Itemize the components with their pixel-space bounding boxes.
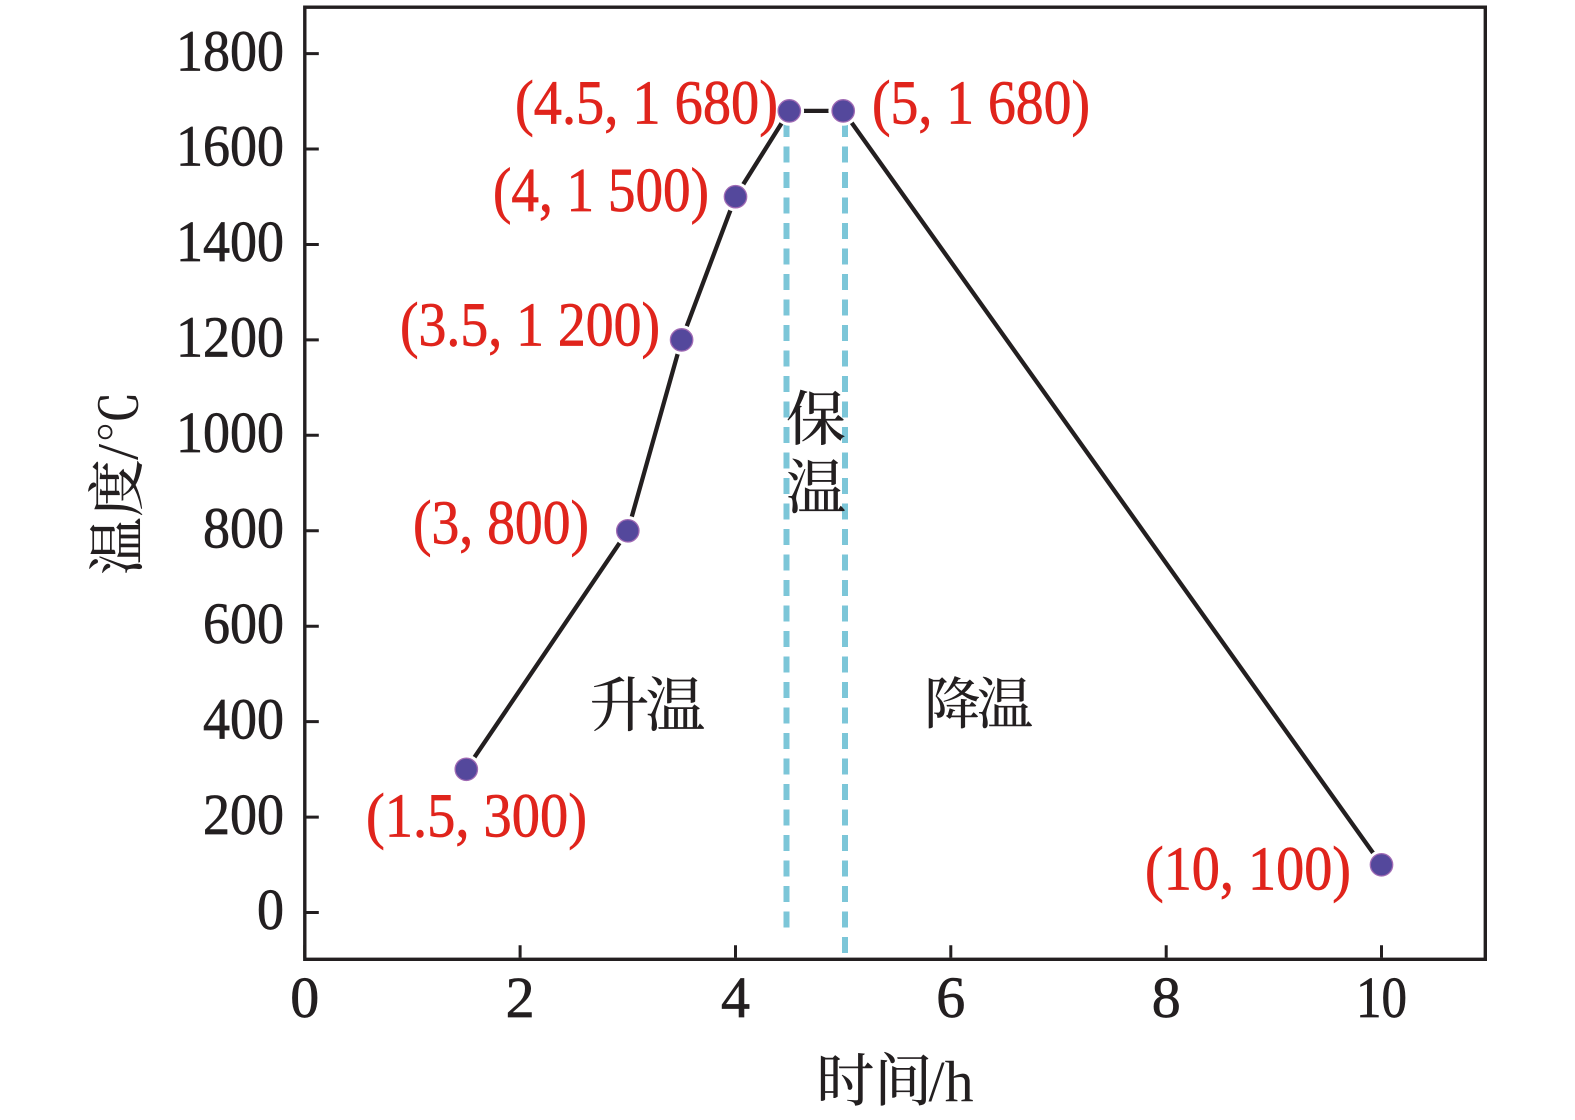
svg-text:2: 2 bbox=[506, 965, 535, 1030]
svg-text:(5, 1 680): (5, 1 680) bbox=[872, 70, 1090, 138]
svg-text:800: 800 bbox=[203, 496, 284, 561]
svg-text:400: 400 bbox=[203, 686, 284, 751]
svg-text:(10, 100): (10, 100) bbox=[1145, 835, 1351, 903]
svg-text:1600: 1600 bbox=[176, 114, 284, 179]
svg-text:1000: 1000 bbox=[176, 400, 284, 465]
svg-text:(4, 1 500): (4, 1 500) bbox=[493, 157, 709, 225]
svg-text:200: 200 bbox=[203, 782, 284, 847]
svg-text:6: 6 bbox=[936, 965, 965, 1030]
svg-text:1800: 1800 bbox=[176, 18, 284, 83]
svg-text:0: 0 bbox=[257, 877, 284, 942]
svg-text:4: 4 bbox=[721, 965, 750, 1030]
svg-text:1200: 1200 bbox=[176, 305, 284, 370]
svg-text:10: 10 bbox=[1356, 965, 1407, 1030]
svg-text:(3, 800): (3, 800) bbox=[413, 490, 589, 558]
svg-text:0: 0 bbox=[290, 965, 319, 1030]
svg-text:/h: /h bbox=[929, 1049, 974, 1114]
svg-text:/: / bbox=[86, 443, 151, 460]
svg-text:1400: 1400 bbox=[176, 209, 284, 274]
svg-text:8: 8 bbox=[1152, 965, 1181, 1030]
svg-text:600: 600 bbox=[203, 591, 284, 656]
svg-text:(1.5, 300): (1.5, 300) bbox=[366, 783, 587, 851]
svg-text:(4.5, 1 680): (4.5, 1 680) bbox=[515, 70, 778, 138]
svg-text:(3.5, 1 200): (3.5, 1 200) bbox=[400, 291, 660, 359]
